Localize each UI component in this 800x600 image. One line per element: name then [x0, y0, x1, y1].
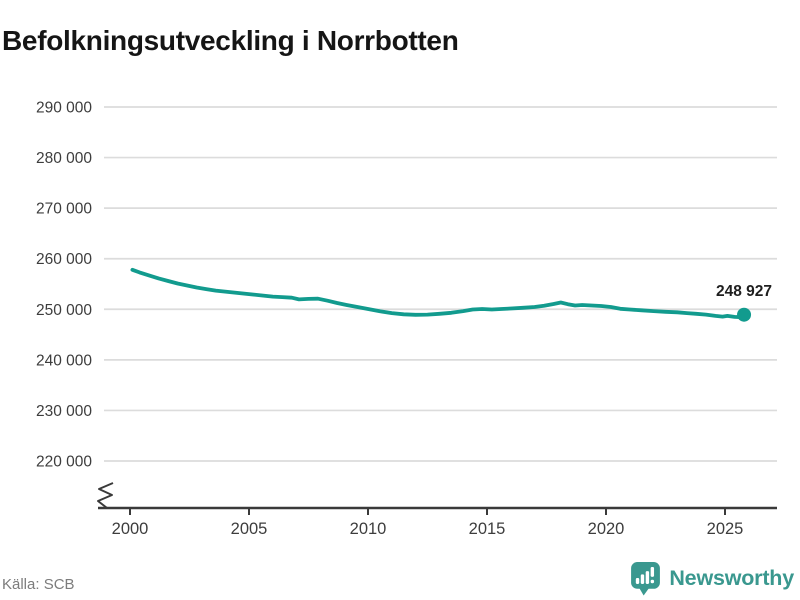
y-tick-label: 220 000 [36, 454, 92, 471]
source-note: Källa: SCB [2, 576, 75, 593]
y-tick-label: 280 000 [36, 150, 92, 167]
x-tick-label: 2020 [588, 520, 625, 538]
y-tick-label: 270 000 [36, 201, 92, 218]
population-line [130, 267, 746, 320]
x-tick-label: 2015 [469, 520, 506, 538]
x-tick-label: 2005 [231, 520, 268, 538]
page-title: Befolkningsutveckling i Norrbotten [2, 24, 459, 56]
newsworthy-bubble-chart-icon [631, 562, 661, 596]
x-tick-label: 2000 [112, 520, 149, 538]
population-line-chart: 290 000 280 000 270 000 260 000 250 000 240 0… [36, 100, 777, 538]
latest-point-marker [737, 307, 752, 322]
axis-break-icon [97, 482, 114, 509]
x-tick-label: 2010 [350, 520, 387, 538]
y-tick-label: 250 000 [36, 302, 92, 319]
y-tick-label: 230 000 [36, 403, 92, 420]
latest-value-label: 248 927 [716, 283, 772, 300]
x-tick-label: 2025 [707, 520, 744, 538]
newsworthy-logo: Newsworthy [629, 561, 794, 596]
logo-text: Newsworthy [669, 566, 794, 590]
y-tick-label: 260 000 [36, 251, 92, 268]
y-tick-label: 290 000 [36, 100, 92, 117]
y-tick-label: 240 000 [36, 352, 92, 369]
